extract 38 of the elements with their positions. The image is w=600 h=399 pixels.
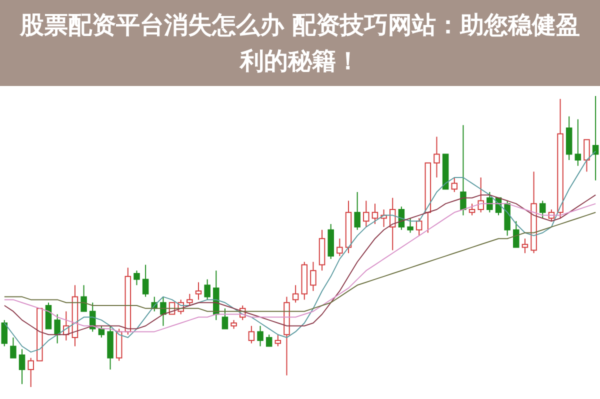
- candlestick: [310, 261, 316, 292]
- candlestick: [407, 218, 414, 234]
- candlestick: [195, 282, 202, 300]
- candlestick: [354, 192, 360, 230]
- candlestick: [142, 264, 149, 298]
- candlestick: [336, 238, 343, 257]
- candlestick: [222, 308, 228, 330]
- candlestick: [204, 278, 210, 300]
- candlestick: [486, 192, 493, 213]
- candlestick: [584, 139, 590, 172]
- candlestick: [266, 334, 272, 347]
- candlestick: [1, 320, 8, 347]
- candlestick: [292, 284, 299, 304]
- candlestick: [574, 118, 582, 166]
- candlestick: [257, 325, 264, 347]
- candlestick: [451, 176, 458, 193]
- candlestick: [539, 200, 546, 219]
- candlestick: [160, 296, 166, 326]
- candlestick: [18, 348, 26, 385]
- candlestick: [522, 238, 528, 254]
- candlestick: [248, 325, 255, 344]
- candlestick: [45, 302, 52, 330]
- candlestick: [416, 218, 422, 236]
- candlestick: [363, 200, 370, 228]
- candlestick: [274, 334, 282, 347]
- candlestick: [134, 270, 140, 286]
- candlestick: [10, 337, 16, 358]
- candlestick: [80, 284, 87, 312]
- candlestick: [54, 314, 60, 344]
- candlestick: [513, 220, 520, 248]
- candlestick: [478, 176, 484, 213]
- candlestick: [434, 136, 440, 178]
- candlestick: [28, 357, 34, 387]
- candlestick: [372, 203, 378, 225]
- chart-title: 股票配资平台消失怎么办 配资技巧网站：助您稳健盈利的秘籍！: [18, 10, 582, 77]
- candlestick: [186, 293, 193, 306]
- candlestick: [468, 203, 476, 216]
- candlestick: [460, 124, 466, 216]
